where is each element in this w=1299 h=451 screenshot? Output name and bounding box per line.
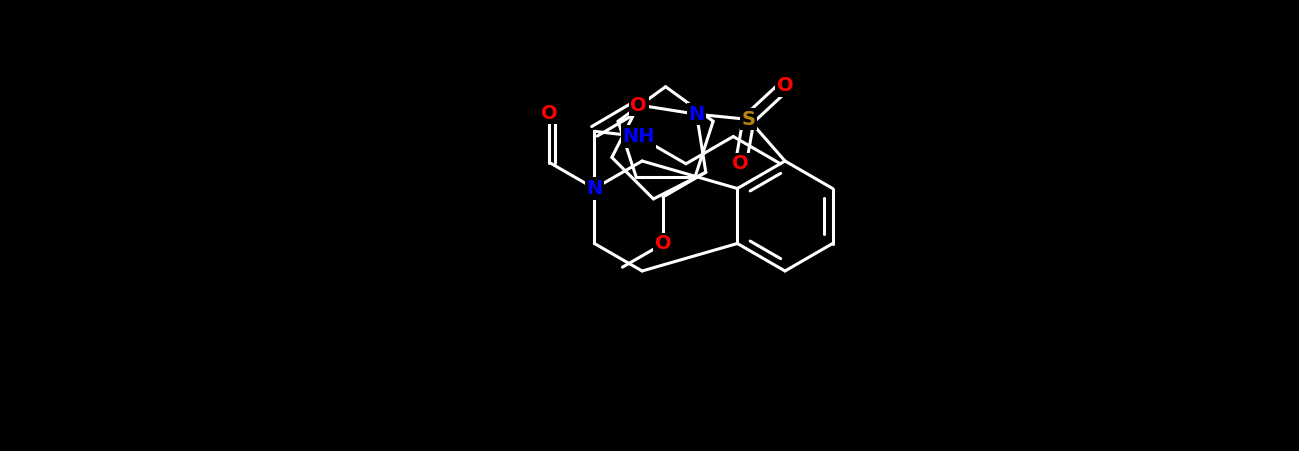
Text: O: O xyxy=(655,234,672,253)
Text: O: O xyxy=(630,96,647,115)
Text: O: O xyxy=(542,104,557,123)
Text: O: O xyxy=(777,76,794,95)
Text: NH: NH xyxy=(622,127,655,146)
Text: N: N xyxy=(586,179,603,198)
Text: N: N xyxy=(688,105,705,124)
Text: O: O xyxy=(733,154,750,173)
Text: S: S xyxy=(742,110,756,129)
